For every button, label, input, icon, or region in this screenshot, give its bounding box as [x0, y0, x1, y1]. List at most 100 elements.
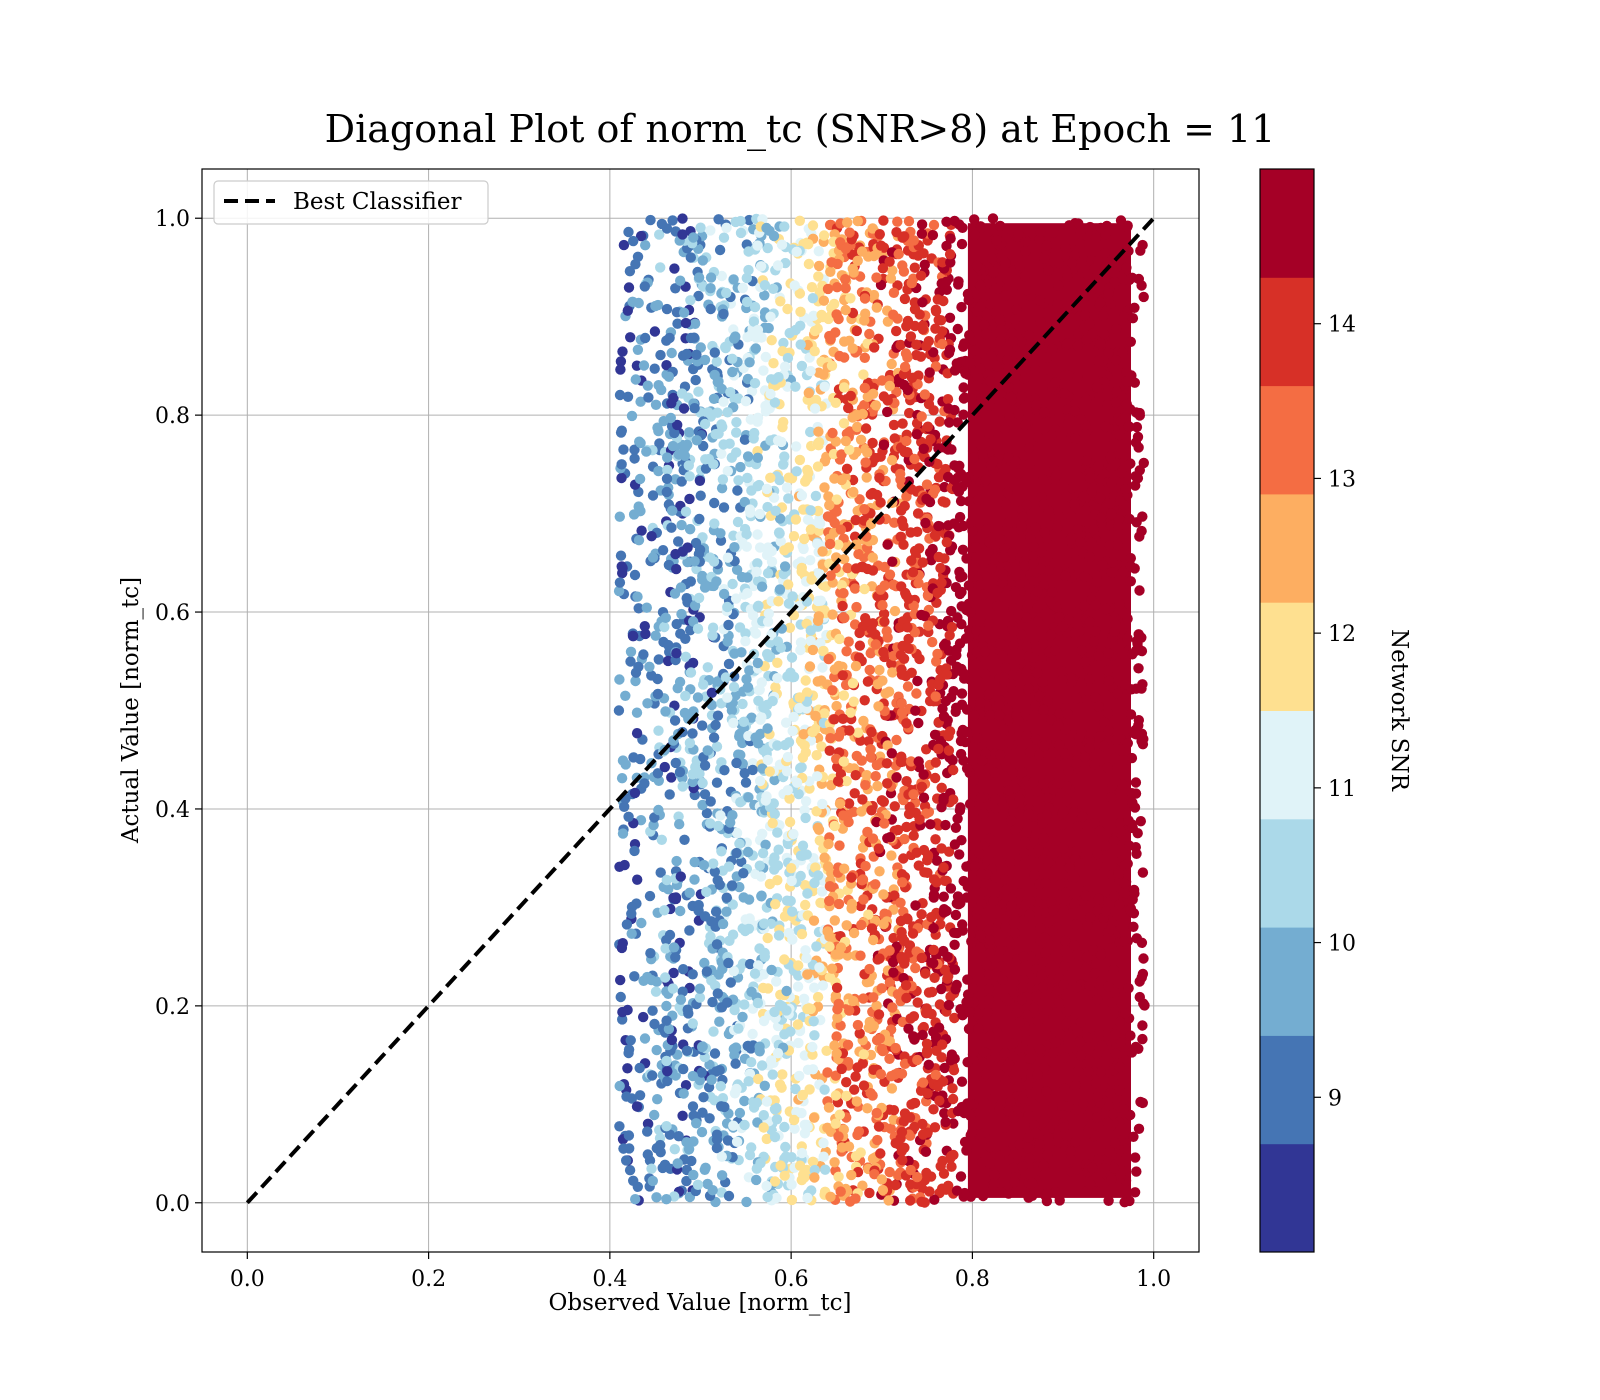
scatter-point [866, 624, 877, 635]
scatter-point [1090, 1078, 1102, 1089]
scatter-point [1010, 456, 1021, 467]
scatter-point [896, 1068, 908, 1079]
scatter-point [882, 632, 893, 643]
scatter-point [825, 266, 836, 277]
scatter-point [1073, 218, 1084, 229]
scatter-point [1072, 1066, 1083, 1078]
scatter-point [824, 941, 835, 952]
scatter-point [762, 648, 773, 660]
scatter-point [910, 900, 921, 911]
scatter-point [752, 529, 763, 540]
scatter-point [933, 472, 945, 483]
scatter-point [697, 799, 708, 811]
scatter-point [890, 1042, 901, 1054]
scatter-point [947, 1083, 958, 1094]
scatter-point [772, 740, 783, 751]
scatter-point [1021, 826, 1032, 838]
scatter-point [784, 793, 795, 804]
scatter-point [662, 464, 673, 476]
scatter-point [828, 448, 840, 460]
scatter-point [647, 1070, 658, 1081]
scatter-point [628, 235, 639, 247]
scatter-point [793, 960, 804, 971]
scatter-point [687, 1101, 699, 1112]
scatter-point [1000, 662, 1011, 673]
scatter-point [772, 435, 784, 446]
scatter-point [786, 1152, 797, 1163]
scatter-point [841, 1090, 852, 1102]
scatter-point [681, 1175, 692, 1187]
scatter-point [688, 1136, 699, 1147]
scatter-point [991, 235, 1002, 246]
scatter-point [1137, 1097, 1149, 1109]
scatter-point [622, 391, 634, 402]
scatter-point [852, 421, 863, 433]
scatter-point [928, 923, 939, 934]
scatter-point [831, 1031, 842, 1042]
scatter-point [1058, 1122, 1070, 1133]
scatter-point [1060, 935, 1071, 947]
scatter-point [948, 1065, 960, 1076]
scatter-point [1005, 1096, 1016, 1108]
scatter-point [838, 690, 850, 701]
scatter-point [728, 1120, 739, 1131]
scatter-point [1032, 616, 1044, 627]
scatter-point [1024, 458, 1035, 469]
scatter-point [654, 229, 665, 240]
scatter-point [718, 588, 730, 600]
scatter-point [997, 974, 1008, 986]
scatter-point [957, 571, 968, 582]
scatter-point [639, 1033, 651, 1044]
scatter-point [1098, 328, 1110, 340]
scatter-point [824, 895, 835, 907]
scatter-point [846, 872, 857, 883]
scatter-point [821, 1045, 832, 1057]
scatter-point [662, 1075, 673, 1087]
scatter-point [617, 346, 628, 357]
scatter-point [838, 382, 850, 393]
scatter-point [950, 822, 962, 833]
scatter-point [734, 1107, 746, 1119]
scatter-point [1136, 280, 1147, 291]
scatter-point [1084, 1178, 1096, 1190]
scatter-point [1131, 933, 1143, 944]
scatter-point [963, 496, 975, 507]
scatter-point [716, 270, 727, 282]
scatter-point [990, 872, 1001, 883]
scatter-point [938, 295, 949, 307]
scatter-point [1014, 260, 1026, 271]
scatter-point [811, 941, 822, 952]
scatter-point [1133, 663, 1144, 674]
scatter-point [758, 982, 769, 994]
scatter-point [621, 1091, 632, 1102]
scatter-point [660, 612, 671, 623]
scatter-point [691, 1118, 702, 1129]
scatter-point [1003, 737, 1014, 748]
scatter-point [922, 867, 933, 878]
scatter-point [1075, 1017, 1087, 1028]
scatter-point [1100, 421, 1111, 432]
scatter-point [1072, 524, 1084, 535]
scatter-point [1023, 442, 1035, 454]
scatter-point [647, 552, 659, 563]
scatter-point [1093, 355, 1104, 366]
scatter-point [652, 688, 664, 700]
scatter-point [800, 899, 811, 911]
scatter-point [874, 1033, 885, 1044]
scatter-point [912, 1054, 923, 1066]
scatter-point [716, 419, 727, 430]
scatter-point [691, 435, 702, 446]
scatter-point [1081, 455, 1092, 466]
scatter-point [806, 574, 817, 585]
scatter-point [1051, 469, 1063, 480]
scatter-point [697, 1107, 708, 1118]
scatter-point [867, 565, 879, 576]
scatter-point [1109, 890, 1120, 902]
scatter-point [880, 688, 891, 699]
scatter-point [911, 429, 923, 440]
scatter-point [672, 318, 683, 329]
scatter-point [871, 816, 882, 828]
scatter-point [1038, 741, 1050, 752]
scatter-point [879, 580, 890, 591]
scatter-point [995, 324, 1007, 335]
